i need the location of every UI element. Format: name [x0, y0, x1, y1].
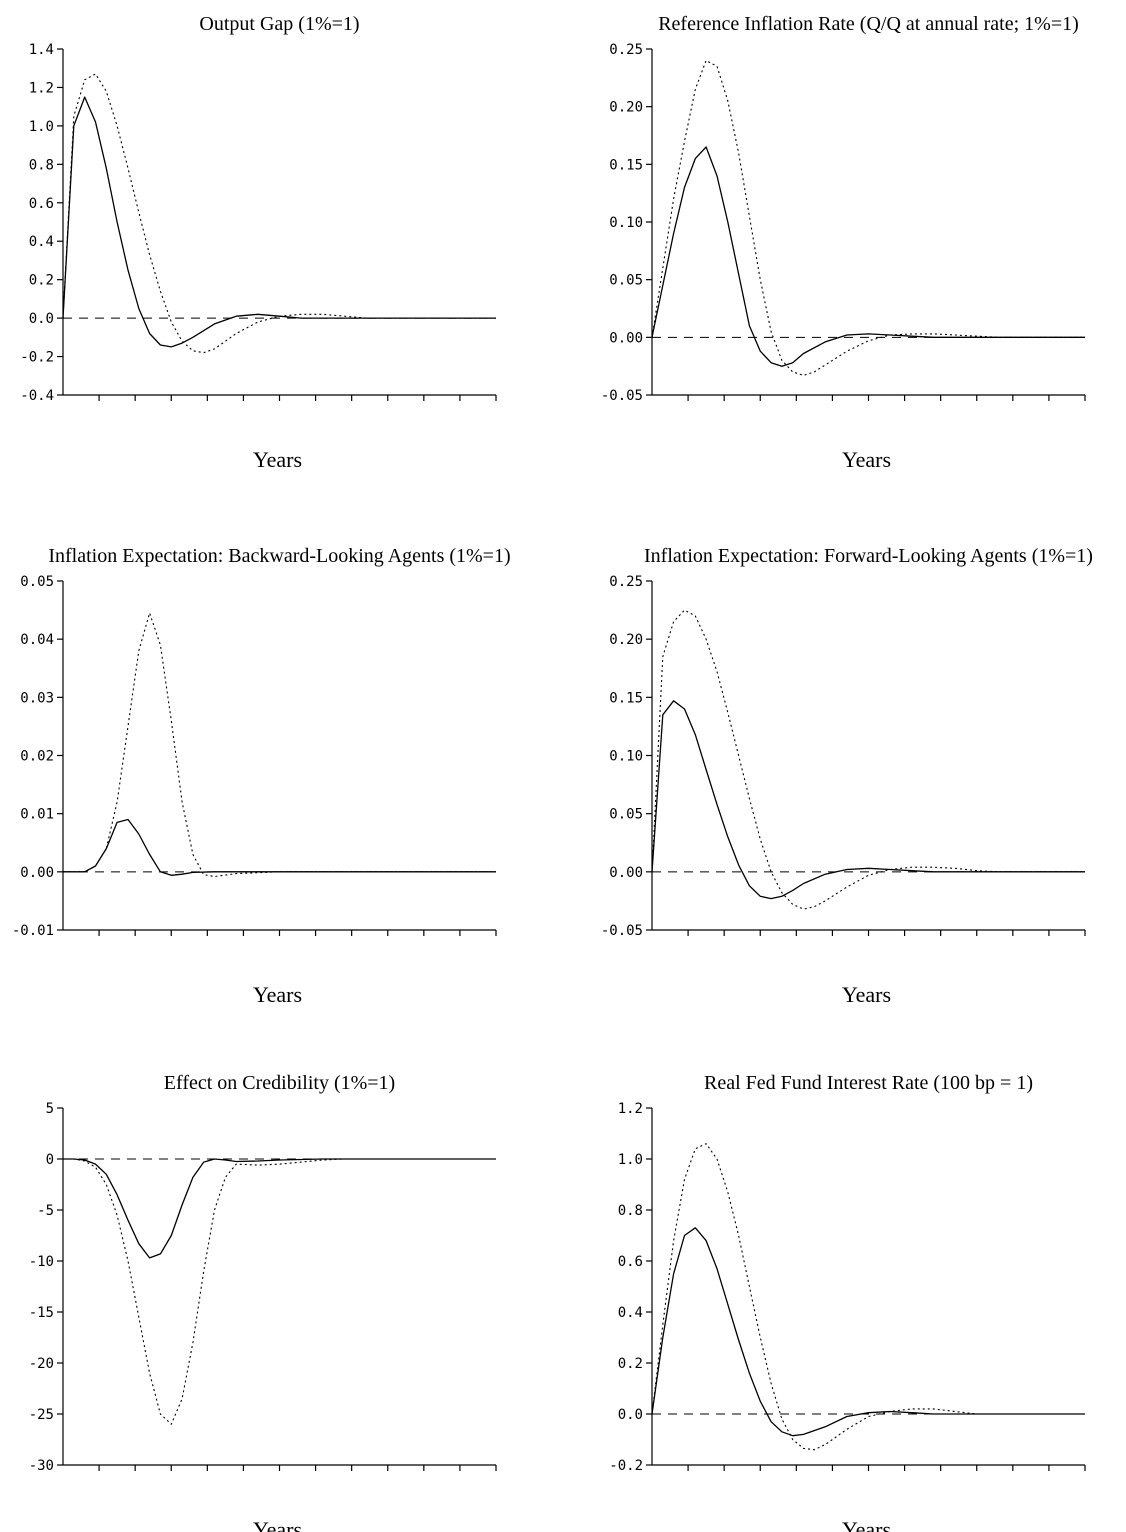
panel-3: Inflation Expectation: Backward-Looking …: [12, 545, 511, 1007]
y-tick-label: 0.2: [29, 273, 54, 289]
y-tick-label: 1.2: [618, 1101, 643, 1117]
panel-2: Reference Inflation Rate (Q/Q at annual …: [601, 13, 1086, 472]
series-dotted-line: [651, 59, 1085, 376]
y-tick-label: 0.04: [20, 632, 54, 648]
y-tick-label: 0.05: [609, 807, 643, 823]
y-tick-label: 0.00: [609, 330, 643, 346]
y-tick-label: 0.00: [609, 865, 643, 881]
y-tick-label: 0.6: [618, 1254, 643, 1270]
y-tick-label: -30: [29, 1458, 54, 1474]
y-tick-label: 0.00: [20, 865, 54, 881]
series-solid-line: [651, 700, 1085, 900]
series-dotted-line: [62, 73, 496, 354]
y-tick-label: -5: [37, 1203, 54, 1219]
series-dotted-line: [651, 609, 1085, 910]
y-tick-label: 0.25: [609, 42, 643, 58]
panel-4: Inflation Expectation: Forward-Looking A…: [601, 545, 1093, 1007]
series-dotted-line: [63, 612, 496, 878]
x-axis-label: Years: [842, 447, 891, 472]
y-tick-label: 0.4: [29, 234, 54, 250]
series-dotted-line: [651, 1143, 1085, 1451]
panel-title: Output Gap (1%=1): [199, 13, 359, 35]
y-tick-label: -0.05: [601, 923, 643, 939]
panel-title: Inflation Expectation: Backward-Looking …: [48, 545, 510, 567]
y-tick-label: -0.05: [601, 388, 643, 404]
y-tick-label: 1.0: [29, 119, 54, 135]
y-tick-label: -10: [29, 1254, 54, 1270]
y-tick-label: 0.05: [20, 574, 54, 590]
panel-title: Reference Inflation Rate (Q/Q at annual …: [658, 13, 1079, 35]
panel-6: Real Fed Fund Interest Rate (100 bp = 1)…: [609, 1072, 1086, 1532]
y-tick-label: -0.01: [12, 923, 54, 939]
y-tick-label: 0: [46, 1152, 54, 1168]
series-solid-line: [62, 96, 496, 348]
y-tick-label: 5: [46, 1101, 54, 1117]
x-axis-label: Years: [253, 447, 302, 472]
y-tick-label: 0.0: [618, 1407, 643, 1423]
y-tick-label: -0.4: [20, 388, 54, 404]
y-tick-label: 0.0: [29, 311, 54, 327]
panel-title: Effect on Credibility (1%=1): [164, 1072, 395, 1094]
y-tick-label: -15: [29, 1305, 54, 1321]
x-axis-label: Years: [253, 982, 302, 1007]
y-tick-label: 0.05: [609, 273, 643, 289]
y-tick-label: -0.2: [609, 1458, 643, 1474]
y-tick-label: 0.2: [618, 1356, 643, 1372]
y-tick-label: 0.01: [20, 807, 54, 823]
panel-5: Effect on Credibility (1%=1) Years -30 -25 -…: [29, 1072, 497, 1532]
series-solid-line: [63, 1158, 496, 1259]
series-solid-line: [63, 818, 496, 876]
y-tick-label: 0.20: [609, 632, 643, 648]
y-tick-label: 0.03: [20, 690, 54, 706]
y-tick-label: 0.25: [609, 574, 643, 590]
series-solid-line: [651, 1227, 1085, 1437]
series-solid-line: [651, 146, 1085, 367]
y-tick-label: 0.20: [609, 100, 643, 116]
x-axis-label: Years: [253, 1517, 302, 1532]
panel-1: Output Gap (1%=1) Years -0.4 -0.2 0.0 0.2 0.4 0…: [20, 13, 497, 472]
y-tick-label: -20: [29, 1356, 54, 1372]
y-tick-label: -25: [29, 1407, 54, 1423]
y-tick-label: 0.8: [618, 1203, 643, 1219]
y-tick-label: 1.2: [29, 80, 54, 96]
y-tick-label: 0.15: [609, 157, 643, 173]
series-dotted-line: [63, 1158, 496, 1425]
y-tick-label: 0.10: [609, 749, 643, 765]
y-tick-label: -0.2: [20, 350, 54, 366]
y-tick-label: 0.02: [20, 749, 54, 765]
y-tick-label: 0.8: [29, 157, 54, 173]
x-axis-label: Years: [842, 1517, 891, 1532]
x-axis-label: Years: [842, 982, 891, 1007]
y-tick-label: 0.15: [609, 690, 643, 706]
panel-title: Inflation Expectation: Forward-Looking A…: [644, 545, 1093, 567]
y-tick-label: 1.0: [618, 1152, 643, 1168]
y-tick-label: 0.10: [609, 215, 643, 231]
y-tick-label: 0.6: [29, 196, 54, 212]
panel-title: Real Fed Fund Interest Rate (100 bp = 1): [704, 1072, 1033, 1094]
y-tick-label: 1.4: [29, 42, 54, 58]
y-tick-label: 0.4: [618, 1305, 643, 1321]
